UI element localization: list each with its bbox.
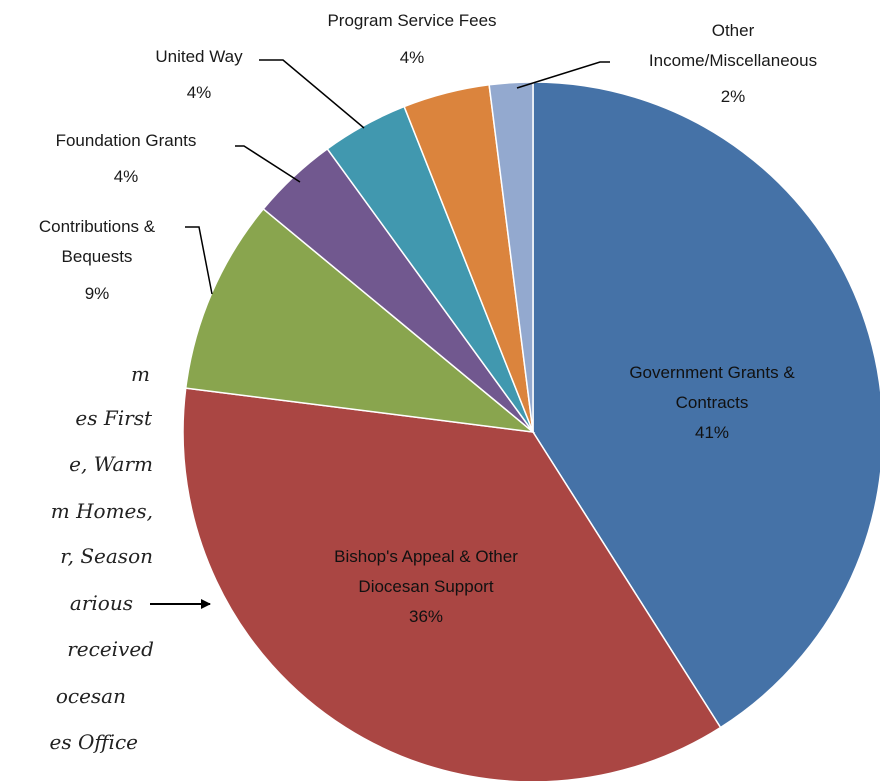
annotation-line: es Office — [50, 730, 138, 754]
label-contributions-line1: Contributions & — [39, 217, 156, 236]
leader-line-united-way — [259, 59, 365, 129]
leader-line-foundation-grants — [235, 145, 301, 183]
label-other-income-line1: Other — [712, 21, 755, 40]
handwritten-annotation: m es First e, Warm m Homes, r, Season ar… — [50, 362, 154, 754]
leader-line-other-income — [516, 61, 610, 89]
annotation-line: ocesan — [56, 684, 126, 708]
label-bishops-appeal: Bishop's Appeal & Other Diocesan Support… — [334, 547, 518, 626]
label-foundation-grants-pct: 4% — [114, 167, 139, 186]
annotation-line: received — [67, 637, 154, 661]
label-government: Government Grants & Contracts 41% — [629, 363, 795, 442]
label-bishops-appeal-pct: 36% — [409, 607, 443, 626]
label-government-line2: Contracts — [676, 393, 749, 412]
pie-slice-other-income-miscellaneous — [488, 81, 534, 433]
label-contributions-pct: 9% — [85, 284, 110, 303]
label-other-income-line2: Income/Miscellaneous — [649, 51, 817, 70]
annotation-line: r, Season — [60, 544, 153, 568]
label-bishops-appeal-line2: Diocesan Support — [358, 577, 493, 596]
pie-slice-government-grants-contracts — [532, 81, 880, 729]
label-contributions: Contributions & Bequests 9% — [39, 217, 156, 303]
annotation-line: arious — [70, 591, 133, 615]
annotation-line: m Homes, — [51, 499, 153, 523]
leader-line-contributions — [185, 226, 213, 295]
label-government-pct: 41% — [695, 423, 729, 442]
annotation-line: es First — [75, 406, 153, 430]
pie-slice-bishop-s-appeal-other-diocesan-support — [182, 387, 722, 781]
label-program-service-fees-line1: Program Service Fees — [327, 11, 496, 30]
label-united-way-line1: United Way — [155, 47, 243, 66]
annotation-line: m — [131, 362, 150, 386]
label-government-line1: Government Grants & — [629, 363, 795, 382]
label-bishops-appeal-line1: Bishop's Appeal & Other — [334, 547, 518, 566]
pie-slices — [182, 81, 880, 781]
annotation-line: e, Warm — [69, 452, 153, 476]
label-program-service-fees: Program Service Fees 4% — [327, 11, 496, 67]
label-program-service-fees-pct: 4% — [400, 48, 425, 67]
label-other-income: Other Income/Miscellaneous 2% — [649, 21, 817, 106]
label-foundation-grants-line1: Foundation Grants — [56, 131, 197, 150]
label-united-way: United Way 4% — [155, 47, 243, 102]
label-other-income-pct: 2% — [721, 87, 746, 106]
label-united-way-pct: 4% — [187, 83, 212, 102]
label-foundation-grants: Foundation Grants 4% — [56, 131, 197, 186]
label-contributions-line2: Bequests — [62, 247, 133, 266]
